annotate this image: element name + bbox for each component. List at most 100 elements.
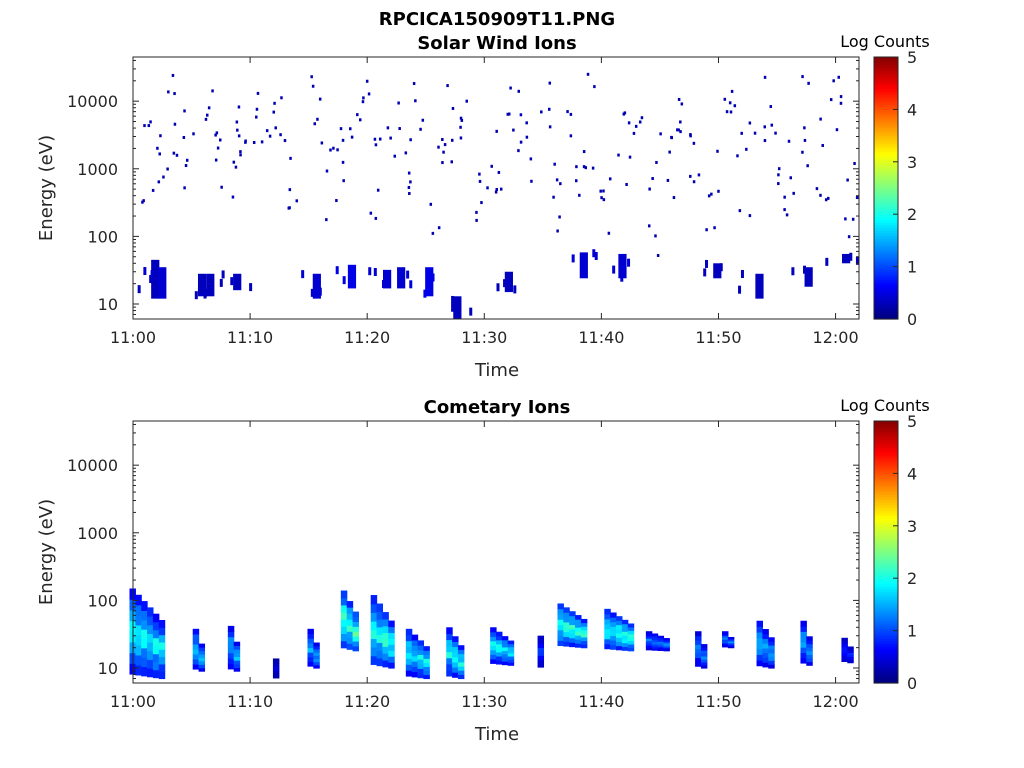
cometary-cell — [158, 663, 166, 672]
solar-wind-colorbar-swatch — [874, 269, 898, 273]
solar-wind-cell — [617, 153, 620, 157]
cometary-colorbar-swatch — [874, 426, 898, 430]
cometary-cell — [490, 631, 497, 637]
solar-wind-colorbar-swatch — [874, 284, 898, 289]
cometary-colorbar-swatch — [874, 651, 898, 655]
cometary-cell — [346, 625, 354, 632]
solar-wind-cell — [389, 136, 392, 140]
cometary-cell — [340, 590, 348, 599]
cometary-colorbar-swatch — [874, 622, 898, 626]
cometary-cell — [616, 641, 623, 647]
cometary-cell — [417, 645, 424, 651]
cometary-colorbar-swatch — [874, 510, 898, 514]
solar-wind-x-tick-label: 11:00 — [110, 328, 156, 347]
cometary-x-label: Time — [474, 724, 519, 745]
cometary-colorbar-swatch — [874, 520, 898, 524]
cometary-cell — [756, 626, 763, 633]
cometary-cell — [490, 658, 497, 664]
cometary-cell — [768, 660, 775, 665]
cometary-cell — [152, 637, 160, 647]
solar-wind-cell — [356, 113, 359, 117]
cometary-colorbar-swatch — [874, 667, 898, 671]
solar-wind-colorbar-swatch — [874, 159, 898, 163]
cometary-cell — [457, 657, 465, 663]
solar-wind-colorbar-swatch — [874, 237, 898, 241]
cometary-cell — [756, 637, 763, 644]
cometary-cell — [645, 633, 653, 637]
solar-wind-colorbar-swatch — [874, 240, 898, 244]
solar-wind-cell — [147, 124, 151, 128]
solar-wind-cell — [197, 287, 201, 296]
cometary-cell — [352, 645, 360, 652]
cometary-cell — [501, 653, 509, 659]
cometary-cell — [346, 601, 354, 608]
cometary-colorbar-swatch — [874, 588, 898, 592]
solar-wind-cell — [376, 188, 380, 192]
solar-wind-cell — [552, 195, 555, 199]
solar-wind-cell — [268, 134, 272, 138]
cometary-colorbar-swatch — [874, 672, 898, 676]
cometary-cell — [762, 638, 769, 644]
solar-wind-colorbar-swatch — [874, 193, 898, 197]
cometary-cell — [452, 661, 459, 668]
solar-wind-cell — [839, 101, 843, 105]
cometary-cell — [768, 652, 775, 658]
cometary-title: Cometary Ions — [424, 397, 571, 418]
solar-wind-cell — [183, 186, 186, 190]
solar-wind-colorbar-swatch — [874, 277, 898, 281]
solar-wind-cell — [450, 160, 454, 164]
cometary-cell — [507, 646, 515, 651]
cometary-cell — [411, 634, 419, 641]
cometary-cell — [841, 637, 848, 642]
cometary-cell — [233, 652, 241, 657]
solar-wind-cell — [716, 149, 719, 153]
solar-wind-colorbar-swatch — [874, 96, 898, 100]
cometary-colorbar-tick-label: 1 — [907, 622, 917, 641]
cometary-cell — [721, 633, 729, 636]
cometary-x-tick-label: 11:20 — [344, 692, 390, 711]
cometary-cell — [192, 643, 200, 650]
solar-wind-cell — [373, 137, 377, 141]
solar-wind-cell — [777, 173, 780, 177]
solar-wind-cell — [459, 125, 462, 129]
solar-wind-colorbar-swatch — [874, 130, 898, 134]
cometary-colorbar-swatch — [874, 630, 898, 634]
cometary-cell — [192, 628, 200, 635]
solar-wind-colorbar-swatch — [874, 261, 898, 265]
solar-wind-cell — [384, 279, 388, 288]
cometary-cell — [569, 642, 576, 648]
cometary-cell — [307, 633, 314, 639]
solar-wind-cell — [855, 256, 859, 265]
cometary-cell — [382, 653, 389, 661]
cometary-colorbar-swatch — [874, 473, 898, 477]
cometary-cell — [806, 661, 813, 666]
cometary-cell — [147, 607, 154, 617]
cometary-cell — [423, 646, 430, 651]
cometary-cell — [657, 643, 665, 646]
solar-wind-cell — [608, 177, 612, 181]
cometary-cell — [610, 612, 617, 618]
solar-wind-cell — [821, 143, 824, 147]
solar-wind-colorbar-swatch — [874, 164, 898, 168]
cometary-cell — [537, 659, 545, 664]
solar-wind-x-label: Time — [474, 360, 519, 381]
cometary-cell — [621, 642, 629, 648]
solar-wind-cell — [717, 189, 720, 193]
cometary-cell — [227, 641, 235, 648]
solar-wind-cell — [437, 145, 440, 149]
cometary-cell — [645, 640, 653, 644]
cometary-cell — [198, 643, 206, 648]
solar-wind-cell — [236, 128, 239, 132]
solar-wind-cell — [359, 118, 362, 122]
cometary-cell — [152, 613, 160, 623]
cometary-cell — [695, 639, 702, 645]
solar-wind-colorbar-swatch — [874, 109, 898, 113]
solar-wind-cell — [497, 170, 501, 174]
solar-wind-cell — [839, 95, 843, 99]
cometary-colorbar-swatch — [874, 541, 898, 545]
cometary-cell — [806, 643, 813, 648]
cometary-cell — [313, 661, 320, 666]
solar-wind-colorbar-swatch — [874, 243, 898, 247]
solar-wind-colorbar-swatch — [874, 227, 898, 231]
cometary-colorbar-swatch — [874, 656, 898, 661]
